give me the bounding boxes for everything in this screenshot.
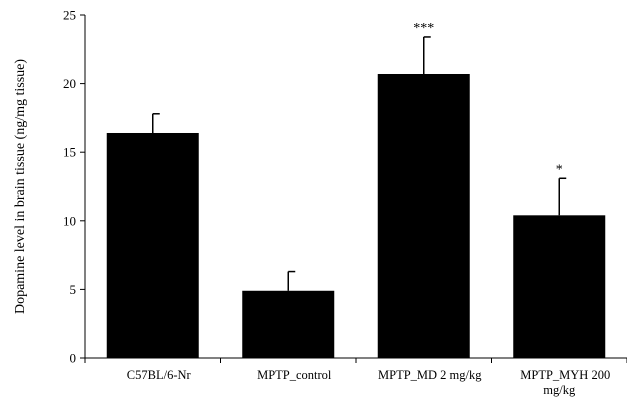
- x-category-label-line: MPTP_control: [257, 368, 332, 382]
- y-axis-label: Dopamine level in brain tissue (ng/mg ti…: [13, 59, 28, 314]
- y-tick-label: 0: [70, 351, 77, 366]
- y-tick-label: 10: [63, 213, 76, 228]
- x-category-label-line: C57BL/6-Nr: [127, 368, 192, 382]
- x-category-label-line: MPTP_MYH 200: [520, 368, 610, 382]
- significance-label: ***: [413, 21, 434, 36]
- y-tick-label: 25: [63, 8, 76, 23]
- bar: [106, 132, 199, 358]
- y-tick-label: 5: [70, 282, 77, 297]
- x-category-label: MPTP_control: [257, 368, 332, 382]
- x-category-label-line: MPTP_MD 2 mg/kg: [378, 368, 482, 382]
- x-category-label: C57BL/6-Nr: [127, 368, 192, 382]
- bar: [377, 73, 470, 358]
- y-ticks: 0 5 10 15 20 25: [63, 8, 85, 366]
- bar: [513, 215, 606, 358]
- x-category-label-line: mg/kg: [543, 383, 576, 397]
- bar: [242, 290, 335, 358]
- x-ticks: C57BL/6-Nr MPTP_control MPTP_MD 2 mg/kg MPT…: [84, 358, 627, 397]
- y-tick-label: 15: [63, 145, 76, 160]
- y-tick-label: 20: [63, 76, 76, 91]
- significance-label: *: [556, 162, 563, 177]
- plot-area: ****: [106, 21, 606, 358]
- x-category-label: MPTP_MD 2 mg/kg: [378, 368, 482, 382]
- x-category-label: MPTP_MYH 200 mg/kg: [520, 368, 610, 397]
